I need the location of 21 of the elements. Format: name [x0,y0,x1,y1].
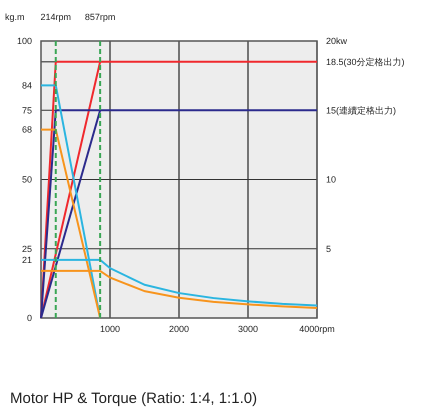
y2-tick-label: 10 [326,174,336,184]
y2-tick-label: 5 [326,244,332,254]
x-tick-label: 3000 [238,324,258,334]
y2-tick-label: 15(連續定格出力) [326,105,396,116]
ref-line-label: 214rpm [40,12,72,22]
x-tick-label: 1000 [100,324,120,334]
y-tick-label: 75 [22,105,32,116]
y2-tick-label: 18.5(30分定格出力) [326,56,405,67]
y-axis-title: kg.m [5,12,25,22]
x-tick-label: 4000rpm [299,324,335,334]
y-tick-label: 0 [26,313,32,323]
y-tick-label: 100 [16,36,32,46]
text: Motor HP & Torque (Ratio: 1:4, 1:1.0) [10,390,258,407]
y2-tick-label: 20kw [326,36,348,46]
ref-line-label: 857rpm [84,12,116,22]
x-tick-label: 2000 [168,324,190,334]
y-tick-label: 84 [22,80,32,90]
y-tick-label: 21 [22,254,32,265]
y-tick-label: 50 [22,174,32,184]
y-tick-label: 25 [22,244,32,254]
y-tick-label: 68 [22,124,32,135]
